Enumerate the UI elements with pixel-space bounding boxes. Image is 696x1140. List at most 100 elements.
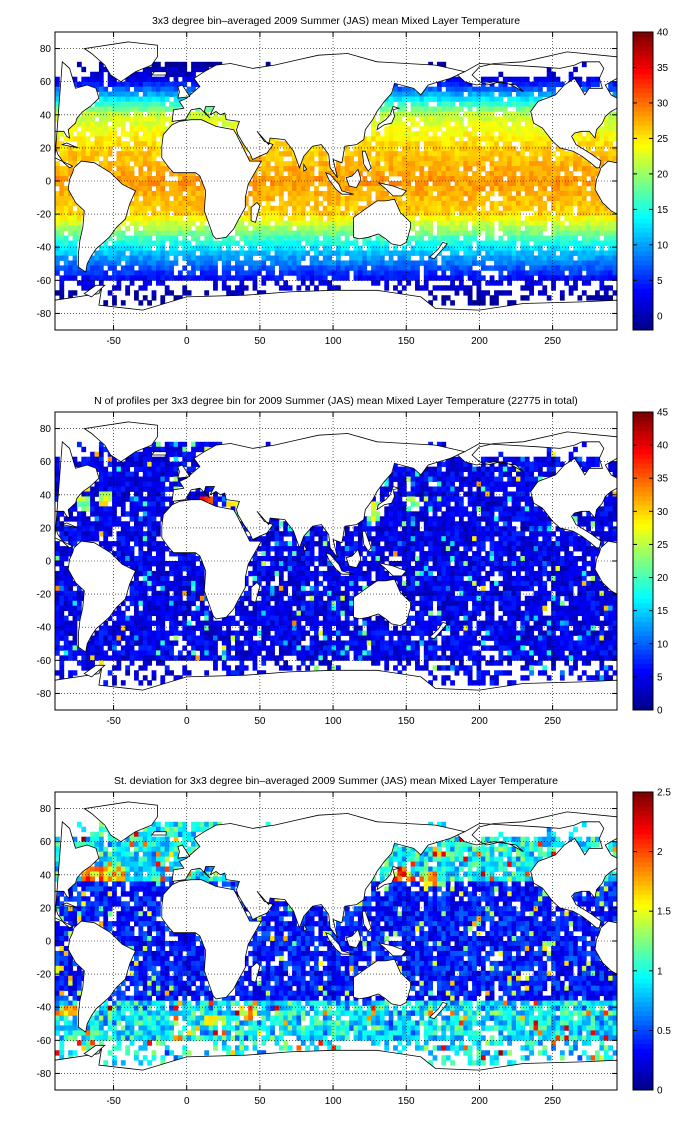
data-cell — [384, 270, 390, 276]
data-cell — [472, 190, 477, 197]
data-cell — [423, 506, 429, 512]
data-cell — [608, 516, 614, 522]
data-cell — [507, 456, 513, 463]
data-cell — [529, 466, 534, 472]
data-cell — [419, 250, 425, 256]
data-cell — [120, 255, 126, 261]
data-cell — [384, 275, 390, 281]
data-cell — [542, 265, 548, 271]
data-cell — [401, 86, 407, 92]
data-cell — [480, 481, 486, 487]
data-cell — [90, 536, 95, 542]
data-cell — [336, 255, 341, 261]
data-cell — [217, 250, 223, 256]
data-cell — [76, 225, 82, 232]
data-cell — [314, 151, 319, 157]
data-cell — [274, 220, 280, 227]
data-cell — [129, 166, 135, 172]
data-cell — [546, 471, 552, 477]
data-cell — [357, 255, 363, 261]
data-cell — [125, 511, 131, 517]
data-cell — [573, 136, 578, 142]
data-cell — [186, 451, 192, 458]
data-cell — [98, 131, 104, 137]
data-cell — [441, 161, 447, 167]
data-cell — [72, 536, 78, 542]
data-cell — [384, 250, 390, 256]
data-cell — [357, 250, 363, 256]
data-cell — [551, 171, 556, 177]
data-cell — [533, 190, 539, 197]
data-cell — [573, 190, 578, 197]
data-cell — [472, 280, 477, 286]
data-cell — [581, 141, 587, 147]
data-cell — [129, 280, 135, 286]
data-cell — [489, 461, 495, 468]
data-cell — [458, 255, 464, 261]
data-cell — [134, 116, 139, 122]
data-cell — [107, 481, 113, 487]
data-cell — [428, 86, 433, 92]
data-cell — [454, 126, 460, 132]
data-cell — [480, 245, 486, 251]
data-cell — [147, 491, 152, 497]
data-cell — [120, 250, 126, 256]
data-cell — [63, 516, 69, 522]
data-cell — [568, 536, 574, 542]
data-cell — [116, 121, 122, 127]
data-cell — [195, 61, 201, 68]
data-cell — [90, 71, 95, 78]
data-cell — [489, 280, 495, 286]
data-cell — [520, 146, 526, 152]
data-cell — [511, 116, 517, 122]
data-cell — [173, 220, 179, 227]
data-cell — [208, 235, 214, 241]
data-cell — [485, 76, 491, 83]
data-cell — [155, 476, 161, 482]
data-cell — [520, 161, 526, 167]
data-cell — [375, 250, 381, 256]
land-mass — [83, 284, 106, 298]
data-cell — [384, 491, 390, 497]
data-cell — [559, 205, 565, 212]
data-cell — [586, 295, 592, 301]
data-cell — [98, 146, 104, 152]
data-cell — [546, 190, 552, 197]
data-cell — [384, 531, 390, 537]
data-cell — [529, 151, 534, 157]
data-cell — [516, 516, 521, 522]
data-cell — [261, 190, 267, 197]
data-cell — [397, 466, 403, 472]
data-cell — [98, 260, 104, 266]
data-cell — [309, 541, 315, 547]
data-cell — [90, 121, 95, 127]
data-cell — [467, 285, 473, 291]
data-cell — [151, 516, 157, 522]
data-cell — [480, 111, 486, 117]
data-cell — [142, 245, 148, 251]
data-cell — [375, 536, 381, 542]
data-cell — [524, 486, 530, 492]
data-cell — [458, 225, 464, 232]
data-cell — [151, 156, 157, 162]
data-cell — [458, 486, 464, 492]
data-cell — [445, 220, 451, 227]
data-cell — [151, 215, 157, 222]
data-cell — [81, 81, 87, 88]
data-cell — [445, 101, 451, 107]
data-cell — [309, 181, 315, 187]
data-cell — [151, 260, 157, 266]
data-cell — [529, 161, 534, 167]
data-cell — [138, 275, 144, 281]
data-cell — [568, 240, 574, 246]
data-cell — [573, 156, 578, 162]
data-cell — [371, 275, 376, 281]
data-cell — [445, 531, 451, 537]
data-cell — [388, 146, 394, 152]
data-cell — [472, 300, 477, 306]
data-cell — [112, 541, 117, 547]
data-cell — [458, 190, 464, 197]
data-cell — [454, 230, 460, 237]
data-cell — [296, 166, 302, 172]
data-cell — [120, 471, 126, 477]
